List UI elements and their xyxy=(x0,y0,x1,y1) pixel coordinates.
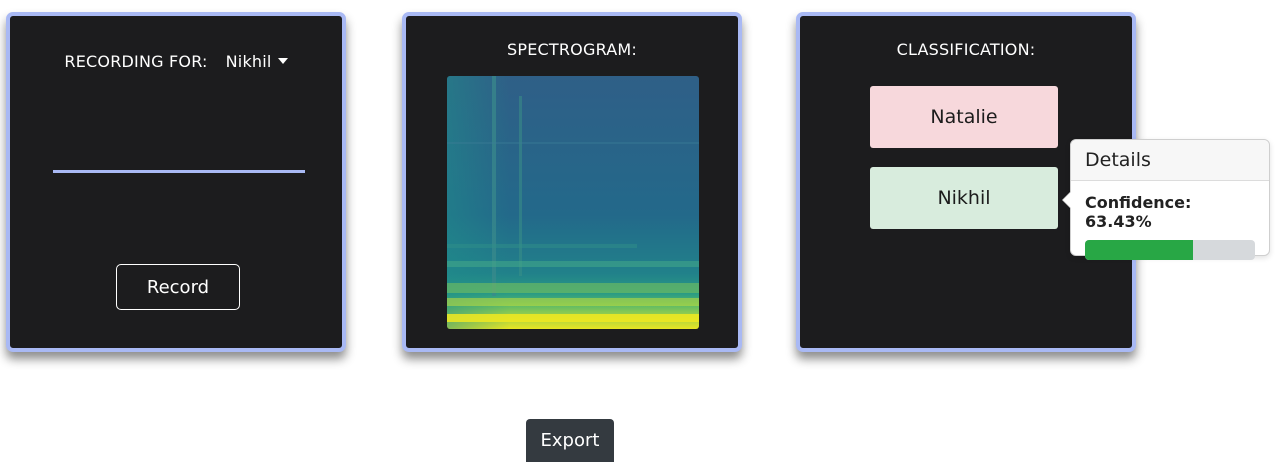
confidence-progress-bar xyxy=(1085,240,1255,260)
recording-header: RECORDING FOR: Nikhil xyxy=(10,52,342,71)
user-dropdown[interactable]: Nikhil xyxy=(226,52,288,71)
confidence-progress-fill xyxy=(1085,240,1193,260)
details-popover: Details Confidence: 63.43% xyxy=(1062,139,1270,260)
spectrogram-image xyxy=(447,76,699,329)
export-button[interactable]: Export xyxy=(526,419,614,462)
class-option-natalie[interactable]: Natalie xyxy=(870,86,1058,148)
waveform-line xyxy=(53,170,305,173)
spectrogram-panel: SPECTROGRAM: xyxy=(402,12,742,352)
popover-arrow xyxy=(1062,191,1071,209)
popover-title: Details xyxy=(1071,140,1269,181)
class-option-nikhil[interactable]: Nikhil xyxy=(870,167,1058,229)
caret-down-icon xyxy=(277,57,288,64)
spectrogram-title: SPECTROGRAM: xyxy=(507,40,637,59)
recording-label: RECORDING FOR: xyxy=(64,52,208,71)
user-dropdown-value: Nikhil xyxy=(225,52,272,71)
confidence-text: Confidence: 63.43% xyxy=(1085,193,1192,231)
record-button[interactable]: Record xyxy=(116,264,240,310)
popover-body: Confidence: 63.43% xyxy=(1071,181,1269,260)
classification-title: CLASSIFICATION: xyxy=(896,40,1036,59)
recording-panel: RECORDING FOR: Nikhil Record xyxy=(6,12,346,352)
